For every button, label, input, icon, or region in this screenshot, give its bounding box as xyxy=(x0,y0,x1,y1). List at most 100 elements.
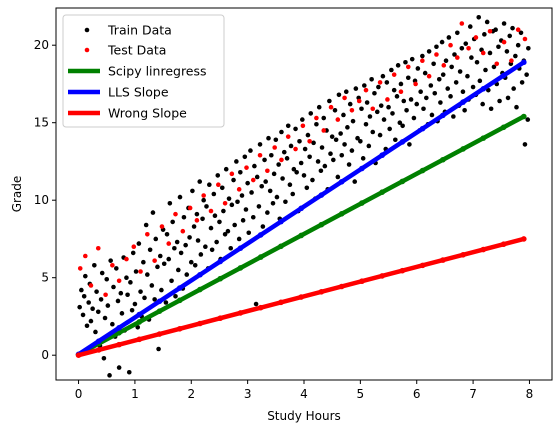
train-data-point xyxy=(240,218,246,223)
y-tick-label: 5 xyxy=(41,271,49,285)
train-data-point xyxy=(92,263,97,268)
legend: Train Data Test Data Scipy linregress LL… xyxy=(62,14,225,128)
line-lls-slope-marker xyxy=(440,112,446,119)
train-data-point xyxy=(115,298,121,304)
test-data-point xyxy=(187,205,193,211)
legend-label-train-data: Train Data xyxy=(107,23,172,38)
train-data-point xyxy=(352,179,358,184)
line-wrong-slope-marker xyxy=(338,283,345,290)
legend-label-lls-slope: LLS Slope xyxy=(108,85,169,100)
train-data-point xyxy=(114,266,119,271)
train-data-point xyxy=(453,80,459,85)
train-data-point xyxy=(451,114,456,119)
train-data-point xyxy=(187,235,192,240)
train-data-point xyxy=(235,199,240,205)
train-data-point xyxy=(238,170,243,175)
line-wrong-slope-marker xyxy=(237,310,244,316)
train-data-point xyxy=(318,168,324,174)
train-data-point xyxy=(288,143,294,149)
train-data-point xyxy=(266,135,271,141)
line-lls-slope-marker xyxy=(237,245,244,251)
x-axis-ticks: 0 1 2 3 4 5 6 7 8 xyxy=(75,380,533,401)
test-data-point xyxy=(194,218,200,223)
train-data-point xyxy=(449,64,454,70)
line-wrong-slope-marker xyxy=(318,288,325,295)
train-data-point xyxy=(482,32,487,37)
line-scipy-linregress-marker xyxy=(318,221,325,228)
x-tick-label: 5 xyxy=(357,387,365,401)
train-data-point xyxy=(222,232,228,237)
line-lls-slope-marker xyxy=(460,99,466,105)
train-data-point xyxy=(221,208,226,214)
line-wrong-slope-marker xyxy=(521,236,527,242)
train-data-point xyxy=(192,263,198,268)
train-data-point xyxy=(304,185,310,191)
line-lls-slope-marker xyxy=(318,192,325,198)
train-data-point xyxy=(403,59,408,65)
train-data-point xyxy=(436,77,442,82)
line-lls-slope-marker xyxy=(338,178,345,185)
train-data-point xyxy=(434,44,439,50)
train-data-point xyxy=(128,280,133,285)
train-data-point xyxy=(245,180,250,186)
train-data-point xyxy=(94,289,99,294)
train-data-point xyxy=(200,216,205,222)
train-data-point xyxy=(390,111,395,116)
test-data-point xyxy=(180,228,186,234)
train-data-point xyxy=(98,297,104,302)
train-data-point xyxy=(415,66,421,71)
train-data-point xyxy=(339,152,345,158)
test-data-point xyxy=(441,63,447,68)
train-data-point xyxy=(316,104,322,110)
train-data-point xyxy=(262,157,267,163)
train-data-point xyxy=(225,228,231,234)
train-data-point xyxy=(511,86,516,91)
train-data-point xyxy=(524,72,529,77)
train-data-point xyxy=(232,222,237,228)
train-data-point xyxy=(280,176,285,181)
line-wrong-slope-marker xyxy=(379,273,385,279)
line-wrong-slope-marker xyxy=(278,299,284,306)
test-data-point xyxy=(342,95,347,101)
test-data-point xyxy=(257,152,263,158)
y-tick-label: 20 xyxy=(34,38,49,52)
train-data-point xyxy=(477,78,483,84)
train-data-point xyxy=(267,188,273,194)
train-data-point xyxy=(411,115,417,121)
train-data-point xyxy=(291,166,297,172)
train-data-point xyxy=(290,191,296,197)
train-data-point xyxy=(329,134,335,139)
train-data-point xyxy=(197,179,203,184)
line-wrong-slope-marker xyxy=(75,352,82,359)
train-data-point xyxy=(293,126,298,132)
train-data-point xyxy=(514,104,519,110)
train-data-point xyxy=(174,239,180,245)
test-data-point xyxy=(501,39,507,45)
test-data-point xyxy=(110,263,115,268)
train-data-point xyxy=(153,236,159,242)
test-data-point xyxy=(420,58,425,63)
train-data-point xyxy=(99,270,105,276)
train-data-point xyxy=(108,258,113,263)
test-data-point xyxy=(448,42,453,48)
train-data-point xyxy=(440,72,446,77)
train-data-point xyxy=(525,117,531,122)
train-data-point xyxy=(155,264,160,270)
train-data-point xyxy=(398,81,404,87)
line-wrong-slope-marker xyxy=(460,252,466,258)
train-data-point xyxy=(335,174,341,180)
train-data-point xyxy=(298,160,304,166)
train-data-point xyxy=(426,49,432,54)
train-data-point xyxy=(191,224,197,229)
train-data-point xyxy=(84,323,90,329)
line-scipy-linregress-marker xyxy=(156,308,163,314)
train-data-point xyxy=(81,294,87,299)
line-wrong-slope-marker xyxy=(500,241,507,248)
line-lls-slope-marker xyxy=(116,325,122,331)
train-data-point xyxy=(145,272,150,277)
train-data-point xyxy=(167,201,173,206)
line-scipy-linregress-marker xyxy=(359,200,365,206)
train-data-point xyxy=(364,100,370,105)
train-data-point xyxy=(446,35,452,40)
train-data-point xyxy=(381,117,387,122)
